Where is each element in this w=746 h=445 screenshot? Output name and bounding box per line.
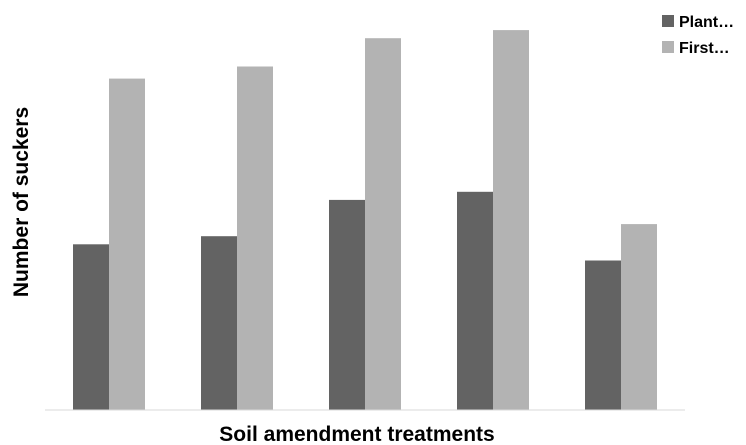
legend-swatch-series-1 — [662, 15, 674, 27]
x-axis-title: Soil amendment treatments — [219, 423, 494, 445]
bar-series-2-group-4 — [493, 30, 529, 410]
bar-series-2-group-1 — [109, 78, 145, 410]
y-axis-title: Number of suckers — [10, 107, 33, 297]
bar-series-1-group-2 — [201, 236, 237, 410]
legend-swatch-series-2 — [662, 41, 674, 53]
legend: Plant… First… — [662, 14, 734, 57]
legend-label-series-1: Plant… — [679, 14, 734, 31]
bar-series-1-group-3 — [329, 199, 365, 410]
legend-label-series-2: First… — [679, 40, 730, 57]
bar-series-2-group-3 — [365, 38, 401, 410]
bar-series-2-group-5 — [621, 224, 657, 410]
bar-series-1-group-1 — [73, 244, 109, 410]
bars-layer — [73, 30, 657, 410]
bar-series-1-group-5 — [585, 260, 621, 410]
bar-series-2-group-2 — [237, 66, 273, 410]
bar-series-1-group-4 — [457, 191, 493, 410]
